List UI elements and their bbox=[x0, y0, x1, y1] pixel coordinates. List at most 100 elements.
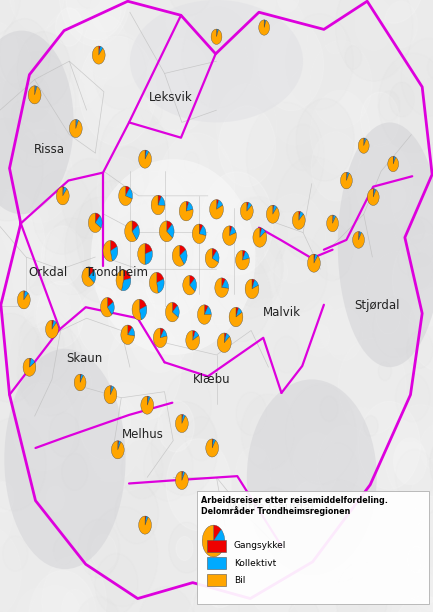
Circle shape bbox=[409, 286, 433, 371]
Wedge shape bbox=[138, 244, 145, 264]
Circle shape bbox=[202, 331, 266, 422]
Circle shape bbox=[166, 335, 193, 372]
Wedge shape bbox=[128, 325, 132, 335]
Wedge shape bbox=[260, 228, 265, 237]
Circle shape bbox=[108, 350, 149, 409]
Circle shape bbox=[364, 416, 378, 436]
Wedge shape bbox=[260, 228, 262, 237]
Wedge shape bbox=[17, 291, 30, 309]
Circle shape bbox=[232, 197, 287, 274]
Wedge shape bbox=[199, 224, 203, 234]
Text: Kollektivt: Kollektivt bbox=[234, 559, 276, 567]
Wedge shape bbox=[111, 441, 124, 459]
Circle shape bbox=[61, 159, 118, 239]
Circle shape bbox=[39, 570, 82, 612]
Wedge shape bbox=[126, 188, 132, 199]
Wedge shape bbox=[183, 275, 195, 295]
Circle shape bbox=[310, 90, 370, 175]
Ellipse shape bbox=[4, 349, 126, 569]
Circle shape bbox=[199, 433, 228, 474]
Circle shape bbox=[0, 0, 14, 32]
Circle shape bbox=[399, 427, 433, 520]
Circle shape bbox=[167, 178, 233, 272]
Circle shape bbox=[250, 442, 265, 465]
Circle shape bbox=[50, 176, 65, 196]
Wedge shape bbox=[359, 138, 369, 153]
Circle shape bbox=[142, 228, 159, 252]
Circle shape bbox=[317, 425, 375, 508]
Wedge shape bbox=[333, 215, 336, 223]
Ellipse shape bbox=[247, 379, 377, 575]
Circle shape bbox=[271, 503, 291, 531]
Wedge shape bbox=[182, 471, 183, 480]
Circle shape bbox=[115, 482, 158, 543]
Wedge shape bbox=[388, 157, 398, 171]
Circle shape bbox=[180, 215, 258, 325]
Circle shape bbox=[387, 176, 406, 203]
Wedge shape bbox=[264, 20, 265, 28]
Circle shape bbox=[427, 56, 433, 79]
Circle shape bbox=[36, 282, 84, 348]
Wedge shape bbox=[212, 439, 216, 448]
Wedge shape bbox=[210, 200, 223, 219]
Circle shape bbox=[288, 579, 363, 612]
Wedge shape bbox=[245, 279, 259, 299]
Circle shape bbox=[7, 130, 73, 223]
Wedge shape bbox=[224, 333, 226, 343]
Circle shape bbox=[208, 239, 282, 344]
Wedge shape bbox=[29, 359, 35, 367]
Circle shape bbox=[78, 520, 120, 578]
Circle shape bbox=[288, 597, 320, 612]
Circle shape bbox=[133, 231, 193, 316]
Circle shape bbox=[0, 175, 65, 267]
Wedge shape bbox=[393, 157, 394, 164]
Wedge shape bbox=[182, 414, 183, 424]
Circle shape bbox=[145, 38, 212, 132]
Circle shape bbox=[128, 401, 180, 474]
Circle shape bbox=[378, 362, 391, 381]
Wedge shape bbox=[158, 196, 165, 206]
Text: Trondheim: Trondheim bbox=[86, 266, 148, 279]
Circle shape bbox=[320, 396, 338, 422]
Circle shape bbox=[0, 40, 66, 144]
Circle shape bbox=[100, 108, 169, 206]
Circle shape bbox=[46, 486, 65, 512]
Bar bbox=[207, 574, 226, 586]
Circle shape bbox=[306, 524, 344, 577]
Wedge shape bbox=[139, 516, 152, 534]
Wedge shape bbox=[118, 441, 119, 450]
Circle shape bbox=[116, 249, 179, 337]
Wedge shape bbox=[95, 215, 102, 228]
Wedge shape bbox=[346, 173, 349, 181]
Circle shape bbox=[336, 561, 388, 612]
Circle shape bbox=[246, 102, 324, 212]
Wedge shape bbox=[182, 414, 185, 424]
Wedge shape bbox=[24, 291, 25, 300]
Circle shape bbox=[169, 522, 205, 573]
Wedge shape bbox=[364, 138, 365, 146]
Circle shape bbox=[82, 0, 153, 87]
Wedge shape bbox=[216, 29, 219, 37]
Circle shape bbox=[255, 383, 330, 490]
Wedge shape bbox=[180, 250, 187, 264]
Circle shape bbox=[28, 586, 83, 612]
Circle shape bbox=[74, 596, 123, 612]
Circle shape bbox=[222, 516, 270, 584]
Wedge shape bbox=[132, 221, 138, 231]
Circle shape bbox=[165, 372, 211, 437]
Wedge shape bbox=[273, 205, 274, 214]
Circle shape bbox=[355, 363, 392, 415]
Circle shape bbox=[282, 165, 358, 272]
Wedge shape bbox=[193, 330, 195, 340]
Circle shape bbox=[121, 593, 188, 612]
Wedge shape bbox=[89, 271, 96, 283]
Circle shape bbox=[291, 138, 306, 160]
Circle shape bbox=[190, 45, 233, 106]
Circle shape bbox=[253, 488, 294, 546]
Circle shape bbox=[97, 157, 143, 223]
Circle shape bbox=[128, 250, 142, 269]
Circle shape bbox=[252, 341, 292, 397]
Wedge shape bbox=[139, 299, 146, 310]
Circle shape bbox=[388, 496, 433, 603]
Circle shape bbox=[0, 319, 23, 373]
